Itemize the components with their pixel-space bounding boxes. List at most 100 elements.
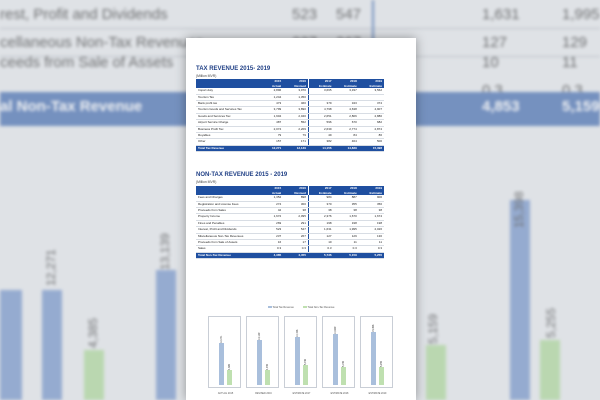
bg-row-label: cellaneous Non-Tax Revenues [0, 34, 204, 51]
header-cell: 2015 [258, 79, 284, 84]
bar-value-label: 4,385 [227, 364, 231, 371]
total-value-cell: 4,385 [258, 252, 284, 260]
bg-bar-label: 13,139 [158, 233, 172, 270]
value-cell: 0.3 [258, 245, 284, 253]
nontax-revenue-table: 2015 2016 2017 2018 2019 Actual Revised … [196, 186, 384, 260]
value-cell: 523 [258, 226, 284, 234]
total-value-cell: 5,159 [333, 252, 359, 260]
bg-cell: 1,995 [562, 6, 600, 23]
value-cell: 356 [358, 201, 384, 209]
value-cell: 382 [307, 138, 334, 146]
value-cell: 171 [283, 138, 309, 146]
value-cell: 4,907 [358, 106, 384, 114]
table-row: Proceeds from Sales 42 38 38 38 38 [196, 207, 384, 215]
table-header-row: 2015 2016 2017 2018 2019 [196, 186, 384, 191]
bg-cell: 10 [482, 54, 499, 71]
value-cell: 0.3 [358, 245, 384, 253]
value-cell: 4,798 [307, 106, 334, 114]
table-header-row: Actual Revised Estimate Estimate Estimat… [196, 190, 384, 196]
value-cell: 984 [307, 195, 334, 202]
header-cell: 2018 [333, 186, 359, 191]
row-label-cell: Fees and Charges [196, 195, 258, 202]
row-label-cell: Proceeds from Sale of Assets [196, 239, 258, 247]
table-header-row: 2015 2016 2017 2018 2019 [196, 79, 384, 84]
value-cell: 682 [358, 119, 384, 127]
value-cell: 10 [307, 239, 334, 247]
table-row: Fines and Penalties 269 291 198 198 198 [196, 220, 384, 228]
table-row: Other 157 171 382 464 500 [196, 138, 384, 146]
value-cell: 1,352 [258, 195, 284, 202]
header-cell: Revised [283, 83, 309, 89]
value-cell: 267 [283, 233, 309, 241]
bg-bar-label: 12,271 [44, 249, 58, 286]
revenue-mini-chart: Total Tax Revenue Total Non-Tax Revenue … [208, 306, 394, 398]
header-cell [196, 79, 258, 84]
bg-cell: 127 [482, 34, 508, 51]
value-cell: 2,040 [283, 113, 309, 121]
header-cell: 2018 [333, 79, 359, 84]
value-cell: 343 [333, 100, 359, 108]
row-label-cell: Property Income [196, 213, 258, 221]
legend-item-tax: Total Tax Revenue [267, 306, 294, 309]
row-label-cell: Registration and License Fees [196, 201, 258, 209]
value-cell: 2,651 [307, 113, 334, 121]
table-header-row: Actual Revised Estimate Estimate Estimat… [196, 83, 384, 89]
value-cell: 11 [358, 239, 384, 247]
row-label-cell: Fines and Penalties [196, 220, 258, 228]
value-cell: 3,665 [307, 88, 334, 95]
bar-value-label: 14,156 [295, 329, 299, 337]
value-cell: 300 [283, 201, 309, 209]
header-cell: Estimate [333, 83, 359, 89]
value-cell [358, 94, 384, 102]
bg-bar [42, 290, 62, 400]
value-cell: 157 [258, 138, 284, 146]
value-cell: 2,806 [333, 113, 359, 121]
value-cell: 2,095 [283, 213, 309, 221]
value-cell: 3,799 [258, 106, 284, 114]
legend-swatch [302, 306, 307, 309]
value-cell: 473 [258, 100, 284, 108]
tax-revenue-bar [219, 343, 224, 385]
header-cell [196, 83, 258, 89]
header-cell: 2019 [358, 186, 384, 191]
value-cell: 16 [258, 239, 284, 247]
value-cell: 379 [307, 100, 334, 108]
table-row: Interest, Profit and Dividends 523 547 1,63… [196, 226, 384, 234]
value-cell: 130 [358, 233, 384, 241]
value-cell: 596 [307, 119, 334, 127]
bg-cell: 547 [336, 6, 362, 23]
bar-value-label: 5,255 [379, 361, 383, 368]
bg-row-label: ceeds from Sale of Assets [0, 54, 174, 71]
tax-revenue-bar [257, 340, 262, 385]
value-cell: 79 [283, 132, 309, 140]
total-value-cell: 5,255 [358, 252, 384, 260]
header-cell: Actual [258, 83, 284, 89]
total-row: Total Tax Revenue 12,271 13,139 14,156 14,83… [196, 145, 384, 153]
table-row: Registration and License Fees 274 300 370 35… [196, 201, 384, 209]
value-cell: 0.3 [307, 245, 334, 253]
value-cell: 3,070 [283, 88, 309, 95]
tax-revenue-bar [295, 336, 300, 385]
table-row: Proceeds from Sale of Assets 16 17 10 11 11 [196, 239, 384, 247]
value-cell: 2,896 [258, 88, 284, 95]
value-cell: 2,376 [307, 213, 334, 221]
table-row: Bank profit tax 473 460 379 343 374 [196, 100, 384, 108]
value-cell: 460 [283, 100, 309, 108]
header-cell: Estimate [358, 190, 384, 196]
value-cell: 38 [283, 207, 309, 215]
legend-label: Total Tax Revenue [272, 306, 294, 309]
row-label-cell: Interest, Profit and Dividends [196, 226, 258, 234]
chart-panel: 14,156 5,736 ESTIMATE 2017 [284, 316, 317, 395]
table-row: Miscellaneous Non-Tax Revenues 237 267 127 1… [196, 233, 384, 241]
value-cell: 198 [358, 220, 384, 228]
value-cell: 84 [333, 132, 359, 140]
value-cell: 1,670 [333, 213, 359, 221]
header-cell [196, 186, 258, 191]
header-cell: Revised [283, 190, 309, 196]
value-cell: 2,880 [358, 113, 384, 121]
value-cell: 11 [333, 239, 359, 247]
bar-value-label: 12,271 [219, 335, 223, 344]
header-cell [196, 190, 258, 196]
bg-cell: 129 [562, 34, 588, 51]
table-row: Property Income 1,672 2,095 2,376 1,670 1,674 [196, 213, 384, 221]
